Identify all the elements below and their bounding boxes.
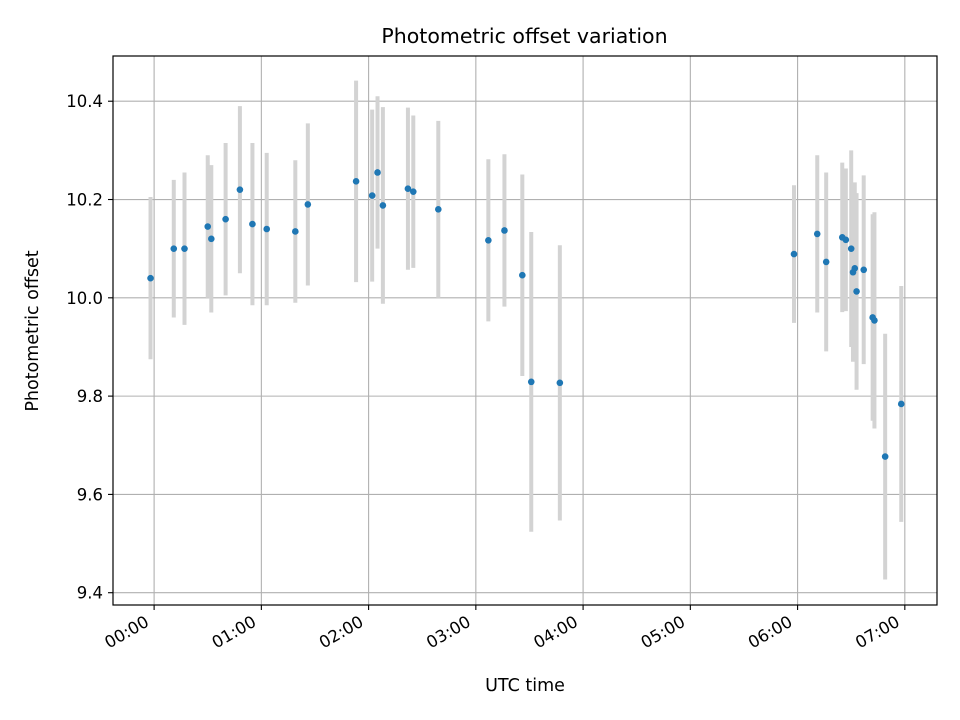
y-tick-label: 10.4 — [66, 92, 103, 111]
x-tick-label: 01:00 — [209, 612, 260, 652]
data-point — [519, 271, 526, 279]
data-point — [860, 266, 868, 274]
plot-frame — [112, 55, 938, 606]
y-tick-label: 10.0 — [66, 289, 103, 308]
data-point — [822, 258, 830, 266]
x-tick-label: 03:00 — [423, 612, 474, 652]
y-tick-label: 10.2 — [66, 191, 103, 210]
data-point — [368, 192, 376, 199]
x-tick-label: 07:00 — [852, 612, 903, 652]
y-tick-label: 9.8 — [77, 387, 103, 406]
data-point — [208, 235, 215, 243]
data-point — [204, 223, 212, 230]
data-point — [485, 237, 492, 244]
data-point — [352, 178, 360, 185]
data-points — [147, 169, 905, 460]
data-point — [435, 206, 442, 213]
data-point — [374, 169, 381, 176]
data-point — [897, 400, 905, 408]
data-point — [556, 379, 564, 387]
data-point — [304, 201, 312, 208]
data-point — [147, 274, 154, 282]
x-tick-label: 00:00 — [101, 612, 152, 652]
data-point — [527, 378, 535, 386]
x-tick-label: 04:00 — [530, 612, 581, 652]
data-point — [236, 186, 244, 193]
data-point — [404, 185, 412, 193]
data-point — [790, 250, 798, 258]
x-tick-label: 02:00 — [316, 612, 367, 652]
data-point — [292, 228, 299, 235]
x-axis-label: UTC time — [485, 676, 565, 696]
data-point — [249, 220, 256, 228]
grid — [113, 56, 937, 605]
y-axis: 9.4 9.6 9.8 10.0 10.2 10.4 — [66, 92, 113, 603]
data-point — [853, 288, 860, 295]
data-point — [842, 236, 850, 244]
x-tick-label: 06:00 — [745, 612, 796, 652]
data-point — [379, 202, 387, 209]
y-tick-label: 9.6 — [77, 485, 103, 504]
y-tick-label: 9.4 — [77, 584, 103, 603]
y-axis-label: Photometric offset — [23, 250, 43, 411]
data-point — [181, 245, 188, 252]
x-tick-label: 05:00 — [638, 612, 689, 652]
data-point — [847, 245, 855, 252]
data-point — [851, 265, 859, 272]
data-point — [222, 215, 229, 223]
data-point — [170, 245, 178, 252]
data-point — [263, 225, 271, 233]
data-point — [881, 453, 889, 460]
data-point — [501, 227, 508, 234]
error-bars — [148, 80, 904, 580]
data-point — [409, 188, 417, 195]
data-point — [871, 317, 878, 324]
chart-title: Photometric offset variation — [381, 24, 667, 48]
data-point — [813, 230, 821, 238]
x-axis: 00:00 01:00 02:00 03:00 04:00 05:00 06:00 07:00 — [101, 605, 906, 652]
